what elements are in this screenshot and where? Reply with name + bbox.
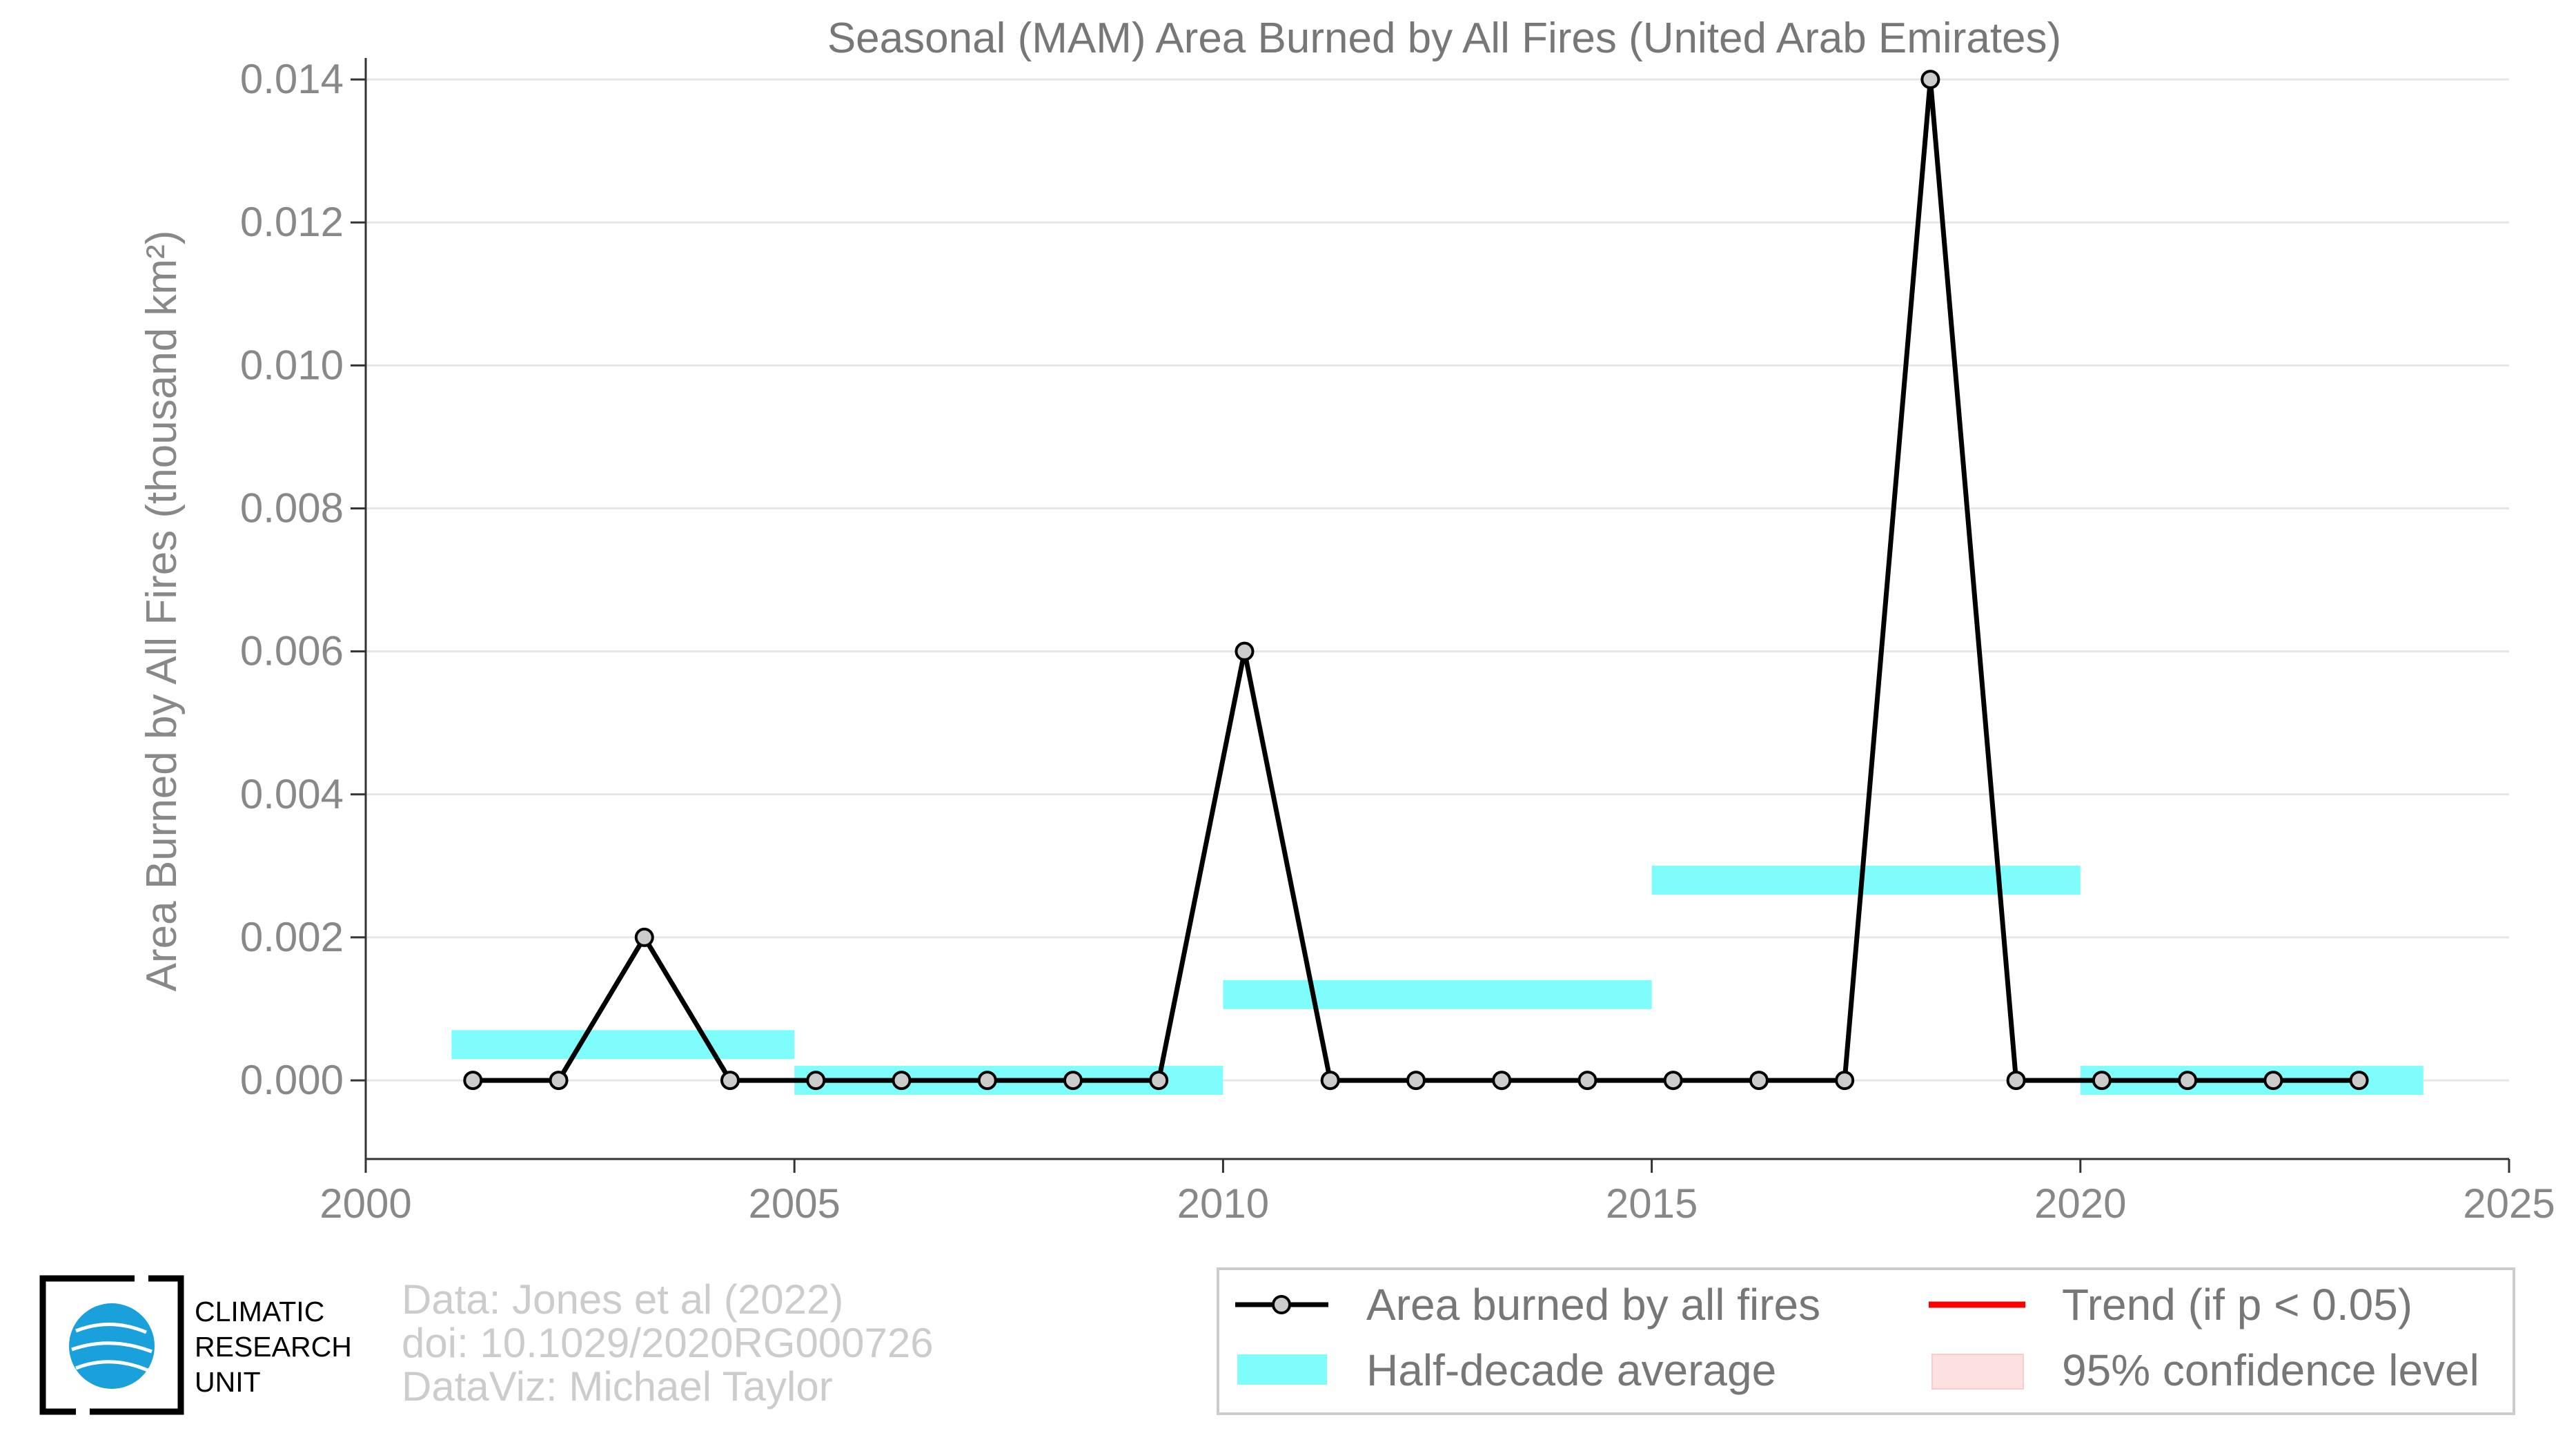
y-tick-label: 0.010 — [240, 342, 344, 388]
legend: Area burned by all fires Trend (if p < 0… — [1217, 1267, 2515, 1415]
data-point — [1835, 1071, 1855, 1091]
legend-symbol-confidence — [1931, 1354, 2024, 1390]
legend-label-confidence: 95% confidence level — [2062, 1345, 2479, 1395]
data-point — [1577, 1071, 1597, 1091]
logo-bracket-right — [90, 1275, 184, 1415]
x-tick-label: 2000 — [319, 1180, 411, 1227]
y-tick-label: 0.008 — [240, 485, 344, 532]
legend-label-half-decade: Half-decade average — [1366, 1345, 1776, 1395]
x-tick-label: 2015 — [1606, 1180, 1698, 1227]
series-area-burned — [463, 70, 2369, 1091]
legend-label-area-burned: Area burned by all fires — [1366, 1280, 1820, 1330]
x-tick-label: 2025 — [2463, 1180, 2555, 1227]
data-point — [1406, 1071, 1426, 1091]
legend-marker-area-burned — [1272, 1295, 1291, 1314]
data-point — [1663, 1071, 1683, 1091]
credit-dataviz: DataViz: Michael Taylor — [402, 1363, 833, 1410]
gridlines — [366, 78, 2509, 1082]
chart-title: Seasonal (MAM) Area Burned by All Fires … — [827, 14, 2061, 62]
x-tick-label: 2020 — [2034, 1180, 2126, 1227]
data-point — [1320, 1071, 1340, 1091]
logo-text-climatic: CLIMATIC — [195, 1296, 324, 1327]
data-point — [549, 1071, 569, 1091]
credit-doi: doi: 10.1029/2020RG000726 — [402, 1320, 934, 1366]
data-point — [2092, 1071, 2112, 1091]
data-point — [892, 1071, 912, 1091]
data-point — [1749, 1071, 1769, 1091]
half-decade-bars — [451, 866, 2423, 1095]
x-tick-label: 2005 — [748, 1180, 840, 1227]
half-decade-bar — [1651, 866, 2081, 895]
half-decade-bar — [1223, 980, 1652, 1009]
cru-logo: CLIMATIC RESEARCH UNIT — [39, 1275, 352, 1415]
data-point — [463, 1071, 483, 1091]
data-point — [1235, 641, 1255, 661]
logo-text-research: RESEARCH — [195, 1331, 352, 1363]
legend-box — [1217, 1267, 2515, 1415]
data-point — [634, 927, 654, 947]
axes: 0.000 0.002 0.004 0.006 0.008 0.010 0.012 0.014… — [240, 56, 2555, 1227]
y-tick-label: 0.000 — [240, 1057, 344, 1103]
data-point — [806, 1071, 826, 1091]
logo-bracket-left — [39, 1275, 135, 1415]
data-point — [1920, 70, 1940, 90]
y-tick-label: 0.012 — [240, 199, 344, 245]
data-point — [720, 1071, 740, 1091]
y-axis-label: Area Burned by All Fires (thousand km²) — [138, 231, 186, 992]
data-point — [2178, 1071, 2198, 1091]
half-decade-bar — [451, 1030, 795, 1060]
data-point — [977, 1071, 997, 1091]
data-point — [2349, 1071, 2369, 1091]
logo-text-unit: UNIT — [195, 1366, 261, 1398]
data-point — [1063, 1071, 1083, 1091]
data-point — [2263, 1071, 2283, 1091]
data-point — [1492, 1071, 1512, 1091]
data-point — [1149, 1071, 1169, 1091]
y-tick-label: 0.014 — [240, 56, 344, 102]
y-tick-label: 0.006 — [240, 628, 344, 674]
legend-symbol-half-decade — [1237, 1354, 1327, 1385]
y-tick-label: 0.002 — [240, 914, 344, 960]
series-line — [473, 79, 2359, 1083]
credit-data: Data: Jones et al (2022) — [402, 1276, 843, 1323]
x-tick-label: 2010 — [1177, 1180, 1269, 1227]
y-tick-label: 0.004 — [240, 771, 344, 817]
globe-lines — [71, 1322, 153, 1372]
data-point — [2006, 1071, 2026, 1091]
legend-label-trend: Trend (if p < 0.05) — [2062, 1280, 2412, 1330]
